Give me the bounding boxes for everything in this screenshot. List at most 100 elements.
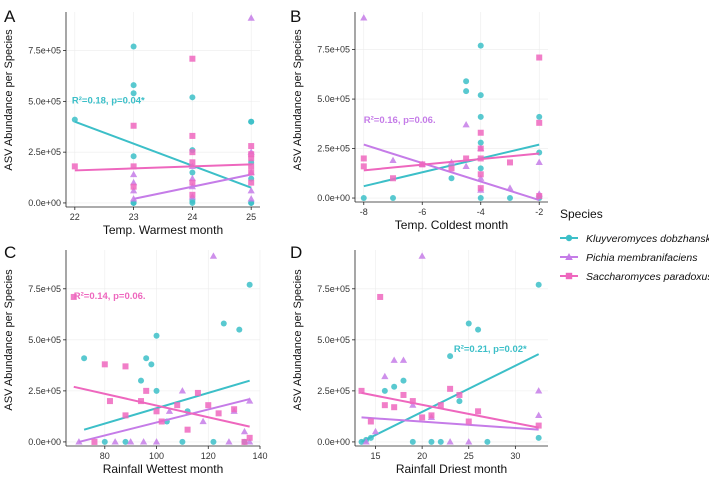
- x-axis-title: Temp. Warmest month: [103, 223, 223, 237]
- point-kluyveromyces: [475, 326, 482, 333]
- point-pichia: [409, 401, 417, 408]
- point-kluyveromyces: [210, 438, 217, 445]
- point-pichia: [535, 411, 543, 418]
- point-kluyveromyces: [189, 94, 196, 101]
- series-kluyveromyces: [81, 281, 253, 445]
- point-saccharomyces: [477, 171, 484, 178]
- scatter-panels: 0.0e+00 2.5e+05 5.0e+05 7.5e+05 22 23 24 25 Temp…: [3, 7, 548, 476]
- point-saccharomyces: [381, 402, 388, 409]
- point-pichia: [465, 438, 473, 445]
- point-kluyveromyces: [81, 355, 88, 362]
- point-kluyveromyces: [130, 153, 137, 160]
- point-kluyveromyces: [390, 195, 397, 202]
- point-kluyveromyces: [360, 195, 367, 202]
- point-saccharomyces: [130, 183, 137, 190]
- panel-letter: B: [290, 7, 301, 26]
- point-saccharomyces: [409, 398, 416, 405]
- y-tick-label: 2.5e+05: [317, 144, 350, 154]
- point-saccharomyces: [106, 398, 113, 405]
- point-saccharomyces: [358, 387, 365, 394]
- y-tick-label: 7.5e+05: [317, 45, 350, 55]
- legend-marker-pichia: [565, 253, 573, 260]
- fit-line-pichia: [133, 173, 252, 200]
- point-kluyveromyces: [477, 42, 484, 49]
- point-saccharomyces: [535, 422, 542, 429]
- point-kluyveromyces: [381, 387, 388, 394]
- legend-marker-kluyveromyces: [565, 234, 573, 242]
- fit-line-saccharomyces: [73, 385, 250, 428]
- point-pichia: [389, 156, 397, 164]
- x-tick-label: 100: [149, 451, 164, 461]
- y-tick-label: 0.0e+00: [28, 198, 61, 208]
- point-kluyveromyces: [130, 43, 137, 50]
- point-pichia: [535, 158, 543, 166]
- fit-line-kluyveromyces: [74, 120, 252, 189]
- point-kluyveromyces: [477, 113, 484, 120]
- point-kluyveromyces: [477, 92, 484, 99]
- point-kluyveromyces: [71, 116, 78, 123]
- x-tick-label: -2: [535, 207, 543, 217]
- point-saccharomyces: [447, 385, 454, 392]
- point-kluyveromyces: [179, 438, 186, 445]
- point-kluyveromyces: [477, 165, 484, 172]
- x-tick-label: 15: [371, 451, 381, 461]
- point-saccharomyces: [465, 418, 472, 425]
- point-saccharomyces: [241, 438, 248, 445]
- point-saccharomyces: [248, 179, 255, 186]
- point-pichia: [130, 178, 138, 186]
- x-tick-label: -4: [477, 207, 485, 217]
- point-pichia: [246, 397, 254, 404]
- point-pichia: [446, 438, 454, 445]
- point-saccharomyces: [231, 406, 238, 413]
- point-kluyveromyces: [400, 377, 407, 384]
- series-saccharomyces: [70, 293, 253, 445]
- point-kluyveromyces: [138, 377, 145, 384]
- panel-letter: C: [4, 243, 16, 262]
- point-pichia: [506, 184, 514, 191]
- point-pichia: [247, 195, 255, 202]
- x-tick-label: 30: [510, 451, 520, 461]
- fit-line-kluyveromyces: [83, 379, 250, 431]
- panel-letter: D: [290, 243, 302, 262]
- point-saccharomyces: [400, 391, 407, 398]
- y-axis-title: ASV Abundance per Species: [292, 29, 304, 171]
- point-saccharomyces: [158, 418, 165, 425]
- point-saccharomyces: [205, 402, 212, 409]
- point-pichia: [477, 174, 485, 181]
- point-kluyveromyces: [409, 438, 416, 445]
- y-tick-label: 0.0e+00: [317, 193, 350, 203]
- point-pichia: [246, 438, 254, 445]
- x-tick-label: 25: [464, 451, 474, 461]
- point-kluyveromyces: [463, 78, 470, 85]
- x-tick-label: 140: [252, 451, 267, 461]
- series-pichia: [361, 252, 543, 445]
- point-pichia: [140, 438, 148, 445]
- point-saccharomyces: [360, 155, 367, 162]
- point-saccharomyces: [189, 191, 196, 198]
- point-saccharomyces: [536, 193, 543, 200]
- point-saccharomyces: [248, 169, 255, 176]
- point-kluyveromyces: [465, 320, 472, 327]
- point-pichia: [178, 387, 186, 394]
- point-pichia: [111, 438, 119, 445]
- point-saccharomyces: [456, 391, 463, 398]
- point-saccharomyces: [448, 165, 455, 172]
- point-kluyveromyces: [477, 195, 484, 202]
- y-tick-label: 0.0e+00: [28, 437, 61, 447]
- point-kluyveromyces: [248, 118, 255, 125]
- panel-a: 0.0e+00 2.5e+05 5.0e+05 7.5e+05 22 23 24 25 Temp…: [3, 7, 260, 237]
- point-kluyveromyces: [220, 320, 227, 327]
- fit-line-saccharomyces: [74, 163, 252, 172]
- x-tick-label: 20: [417, 451, 427, 461]
- point-kluyveromyces: [101, 438, 108, 445]
- legend-label-kluyveromyces: Kluyveromyces dobzhanskii: [586, 233, 709, 245]
- point-saccharomyces: [153, 408, 160, 415]
- point-pichia: [360, 14, 368, 21]
- x-tick-label: 80: [100, 451, 110, 461]
- point-saccharomyces: [122, 363, 129, 370]
- series-pichia: [360, 14, 543, 201]
- legend-label-pichia: Pichia membranifaciens: [586, 252, 698, 264]
- series-saccharomyces: [71, 55, 255, 198]
- point-kluyveromyces: [246, 281, 253, 288]
- y-tick-label: 7.5e+05: [317, 284, 350, 294]
